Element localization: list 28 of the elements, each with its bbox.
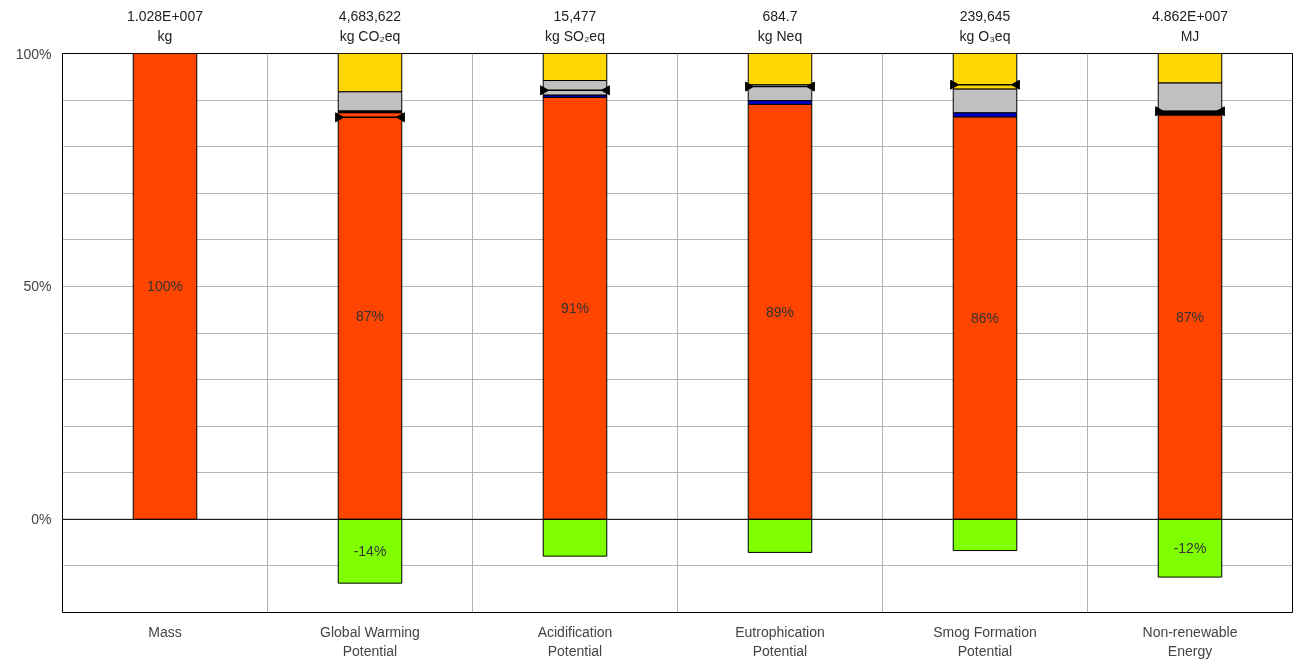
data-label: 86% (970, 310, 1000, 327)
text: 239,645 kg O₃eq (959, 8, 1011, 44)
text: 15,477 kg SO₂eq (545, 8, 605, 44)
data-label: 87% (1175, 309, 1205, 326)
x-tick-label: Non-renewable Energy (1142, 623, 1238, 659)
data-label: 91% (560, 300, 590, 317)
point (1011, 79, 1020, 90)
data-label: 100% (147, 278, 183, 295)
x-tick-label: Global Warming Potential (320, 623, 420, 659)
data-label: 87% (355, 308, 385, 324)
y-tick-label: 0% (31, 511, 52, 528)
point (806, 81, 815, 92)
data-label: -12% (1173, 540, 1207, 557)
text: 684.7 kg Neq (757, 8, 803, 44)
point (1216, 106, 1225, 117)
point (396, 112, 405, 123)
x-tick-label: Smog Formation Potential (933, 623, 1037, 659)
y-tick-label: 50% (23, 278, 52, 295)
x-tick-label: Eutrophication Potential (735, 623, 825, 659)
x-tick-label: Acidification Potential (537, 623, 613, 659)
data-label: 89% (765, 303, 795, 320)
point (601, 85, 610, 96)
text: 4.862E+007 MJ (1152, 8, 1229, 44)
x-tick-label: Mass (148, 623, 182, 640)
y-tick-label: 100% (15, 45, 52, 62)
text: 4,683,622 kg CO₂eq (338, 8, 402, 44)
data-label: -14% (353, 543, 387, 560)
text: 1.028E+007 kg (127, 8, 204, 44)
